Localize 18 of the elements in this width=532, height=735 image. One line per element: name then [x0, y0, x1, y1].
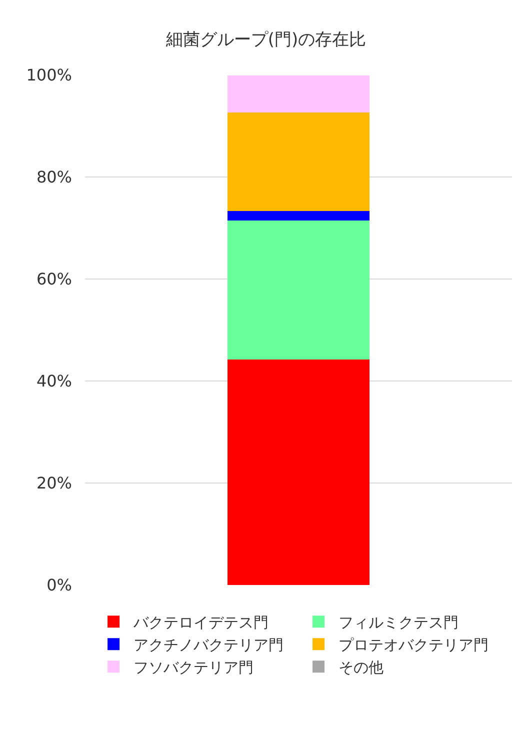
bar	[227, 360, 370, 585]
chart-title: 細菌グループ(門)の存在比	[164, 30, 366, 50]
y-tick-label: 40%	[36, 372, 72, 391]
bar	[227, 211, 370, 220]
legend-label: その他	[338, 658, 384, 676]
legend-label: バクテロイデテス門	[132, 614, 269, 632]
bar	[227, 220, 370, 360]
legend-label: アクチノバクテリア門	[134, 636, 284, 654]
bar	[227, 112, 370, 212]
y-tick-label: 20%	[36, 474, 72, 493]
y-tick-label: 100%	[26, 66, 72, 85]
legend-label: フソバクテリア門	[134, 658, 254, 676]
bar	[227, 76, 370, 113]
y-tick-label: 0%	[46, 576, 72, 595]
legend-label: プロテオバクテリア門	[338, 636, 488, 654]
y-tick-label: 60%	[36, 270, 72, 289]
legend-label: フィルミクテス門	[338, 614, 458, 632]
y-tick-label: 80%	[36, 168, 72, 187]
